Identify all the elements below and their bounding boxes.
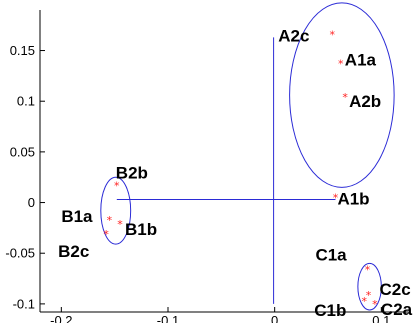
point-label-a2b: A2b (349, 92, 381, 111)
data-point-marker: * (365, 263, 371, 276)
cluster-ellipse-2 (100, 176, 132, 245)
data-point-marker: * (342, 91, 348, 104)
cluster-connector-lines (116, 37, 336, 304)
point-label-b2c: B2c (58, 242, 89, 261)
point-label-c2c: C2c (380, 280, 411, 299)
point-label-a1b: A1b (337, 189, 369, 208)
axes (39, 10, 408, 313)
data-points: ****** ***** * (103, 28, 378, 311)
data-point-marker: * (107, 214, 113, 227)
x-tick-label: -0.1 (157, 313, 179, 323)
data-point-marker: * (114, 179, 120, 192)
data-point-marker: * (333, 191, 339, 204)
y-tick-label: 0.15 (10, 43, 35, 58)
y-tick-label: 0.1 (17, 94, 35, 109)
y-tick-label: -0.05 (5, 246, 35, 261)
data-point-marker: * (372, 298, 378, 311)
data-point-marker: * (330, 28, 336, 41)
point-label-c1b: C1b (314, 301, 346, 320)
data-point-marker: * (362, 295, 368, 308)
y-tick-label: 0 (28, 195, 35, 210)
data-point-marker: * (338, 58, 344, 71)
data-point-marker: * (117, 218, 123, 231)
x-tick-label: -0.2 (50, 313, 72, 323)
data-point-marker: * (366, 289, 372, 302)
y-tick-label: -0.1 (13, 296, 35, 311)
point-label-b2b: B2b (116, 163, 148, 182)
point-label-b1a: B1a (61, 207, 93, 226)
x-tick-label: 0 (271, 313, 278, 323)
point-label-c2a: C2a (381, 300, 413, 319)
cluster-ellipse-3 (357, 262, 382, 311)
x-axis-ticks: -0.2 -0.1 0 0.1 (50, 307, 390, 323)
cluster-ellipse-1 (289, 2, 395, 188)
x-tick-label: 0.1 (372, 313, 390, 323)
point-label-a2c: A2c (278, 26, 309, 45)
y-axis-ticks: 0.15 0.1 0.05 0 -0.05 -0.1 (5, 43, 45, 311)
point-label-a1a: A1a (345, 51, 377, 70)
cluster-ellipses (100, 2, 395, 311)
point-label-b1b: B1b (125, 220, 157, 239)
y-tick-label: 0.05 (10, 144, 35, 159)
point-label-c1a: C1a (315, 245, 347, 264)
point-labels: A2c A1a A2b A1b B2b B1a B1b B2c C1a C2c C1b C2a (58, 26, 413, 320)
data-point-marker: * (103, 228, 109, 241)
